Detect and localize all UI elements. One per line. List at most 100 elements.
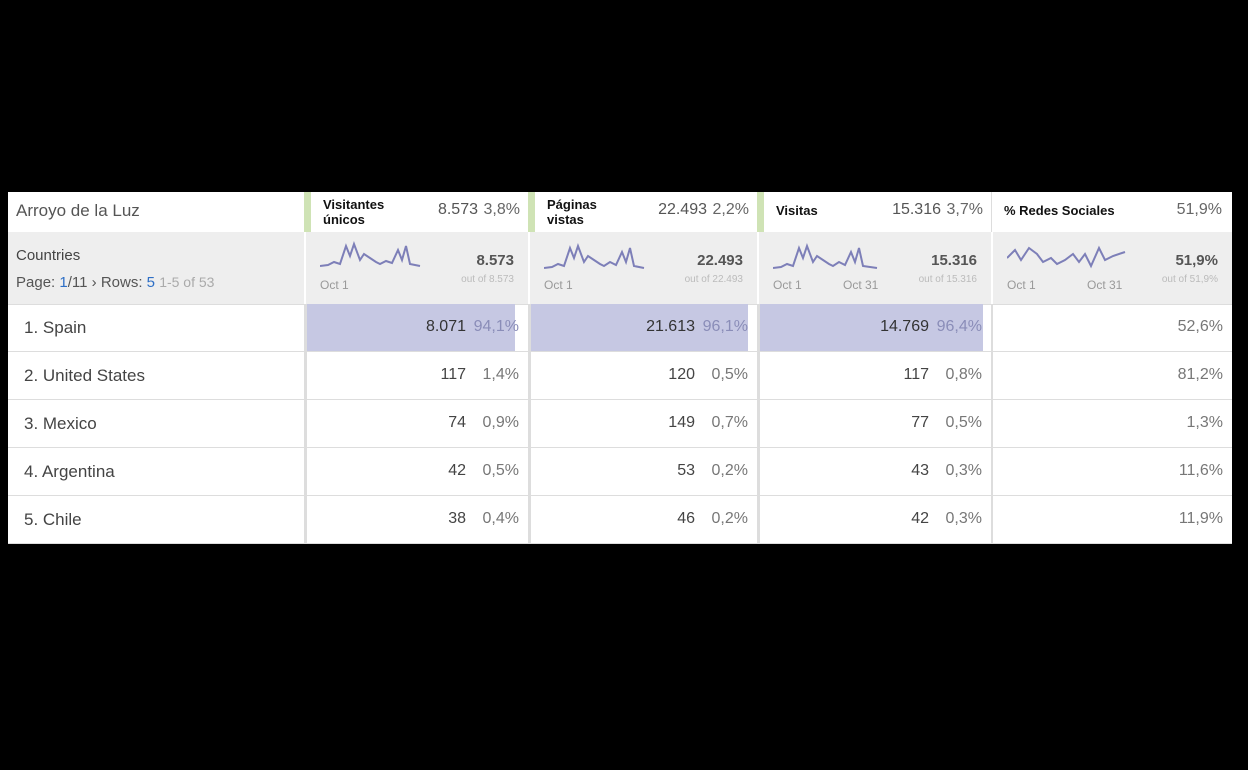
share-bar xyxy=(531,304,749,351)
cell-percent: 96,4% xyxy=(936,318,982,335)
cell-value: 42 xyxy=(911,510,929,527)
site-title-cell: Arroyo de la Luz xyxy=(8,192,304,232)
metric-cell: 43 0,3% xyxy=(757,448,991,495)
next-page-icon[interactable]: › xyxy=(91,274,97,291)
sparkline-start-label: Oct 1 xyxy=(1007,278,1036,292)
row-label[interactable]: 1. Spain xyxy=(24,318,87,337)
metrics-header: Arroyo de la Luz Visitantes únicos 8.573 … xyxy=(8,192,1232,233)
row-label[interactable]: 3. Mexico xyxy=(24,414,97,433)
metric-percent: 2,2% xyxy=(712,201,749,218)
summary-unique-visitors: Oct 1 8.573 out of 8.573 xyxy=(304,232,528,304)
summary-visits: Oct 1 Oct 31 15.316 out of 15.316 xyxy=(757,232,991,304)
metric-header-page-views[interactable]: Páginas vistas 22.493 2,2% xyxy=(528,192,757,232)
dimension-label: Countries xyxy=(16,247,81,264)
summary-out-of: out of 51,9% xyxy=(1161,274,1218,285)
table-row[interactable]: 2. United States 117 1,4% 120 0,5% 117 0… xyxy=(8,352,1232,400)
metric-cell: 77 0,5% xyxy=(757,400,991,447)
cell-percent: 0,2% xyxy=(711,510,748,527)
cell-value: 14.769 xyxy=(880,318,929,335)
rows-selector[interactable]: 5 xyxy=(146,274,156,291)
cell-percent: 94,1% xyxy=(473,318,519,335)
sparkline-start-label: Oct 1 xyxy=(773,278,802,292)
metric-cell: 14.769 96,4% xyxy=(757,304,991,351)
site-title: Arroyo de la Luz xyxy=(16,201,140,220)
summary-total: 15.316 xyxy=(931,252,977,269)
row-label[interactable]: 4. Argentina xyxy=(24,462,115,481)
table-row[interactable]: 1. Spain 8.071 94,1% 21.613 96,1% 14.769… xyxy=(8,304,1232,352)
sparkline-chart xyxy=(1007,245,1126,269)
metric-header-social[interactable]: % Redes Sociales 51,9% xyxy=(991,192,1232,232)
metric-header-visits[interactable]: Visitas 15.316 3,7% xyxy=(757,192,991,232)
social-cell: 11,9% xyxy=(991,496,1232,543)
cell-percent: 52,6% xyxy=(1177,318,1223,335)
metric-cell: 8.071 94,1% xyxy=(304,304,528,351)
social-cell: 81,2% xyxy=(991,352,1232,399)
cell-value: 74 xyxy=(448,414,466,431)
pagination: Page: 1/11 › Rows: 5 1-5 of 53 xyxy=(16,274,214,291)
metric-cell: 53 0,2% xyxy=(528,448,757,495)
cell-percent: 0,2% xyxy=(711,462,748,479)
metric-cell: 117 0,8% xyxy=(757,352,991,399)
metric-name: % Redes Sociales xyxy=(1004,203,1115,218)
metric-header-unique-visitors[interactable]: Visitantes únicos 8.573 3,8% xyxy=(304,192,528,232)
cell-value: 38 xyxy=(448,510,466,527)
cell-value: 21.613 xyxy=(646,318,695,335)
cell-percent: 0,7% xyxy=(711,414,748,431)
page-total: /11 xyxy=(67,274,88,291)
cell-percent: 0,5% xyxy=(482,462,519,479)
summary-out-of: out of 22.493 xyxy=(684,274,743,285)
cell-percent: 0,5% xyxy=(711,366,748,383)
summary-row: Countries Page: 1/11 › Rows: 5 1-5 of 53… xyxy=(8,232,1232,305)
summary-out-of: out of 15.316 xyxy=(918,274,977,285)
share-bar xyxy=(307,304,515,351)
cell-percent: 11,6% xyxy=(1178,462,1223,479)
page-current[interactable]: 1 xyxy=(59,274,68,291)
sparkline-start-label: Oct 1 xyxy=(320,278,349,292)
summary-page-views: Oct 1 22.493 out of 22.493 xyxy=(528,232,757,304)
cell-value: 77 xyxy=(911,414,929,431)
social-cell: 52,6% xyxy=(991,304,1232,351)
row-label[interactable]: 2. United States xyxy=(24,366,145,385)
cell-percent: 81,2% xyxy=(1177,366,1223,383)
metric-value: 22.493 xyxy=(658,201,707,218)
metric-value: 15.316 xyxy=(892,201,941,218)
metric-cell: 21.613 96,1% xyxy=(528,304,757,351)
metric-cell: 42 0,5% xyxy=(304,448,528,495)
sparkline-end-label: Oct 31 xyxy=(1087,278,1123,292)
metric-name: Páginas vistas xyxy=(547,197,597,227)
cell-percent: 1,3% xyxy=(1186,414,1223,431)
table-row[interactable]: 4. Argentina 42 0,5% 53 0,2% 43 0,3% 11,… xyxy=(8,448,1232,496)
cell-value: 8.071 xyxy=(425,318,466,335)
share-bar xyxy=(760,304,983,351)
metric-cell: 42 0,3% xyxy=(757,496,991,543)
table-row[interactable]: 3. Mexico 74 0,9% 149 0,7% 77 0,5% 1,3% xyxy=(8,400,1232,448)
table-row[interactable]: 5. Chile 38 0,4% 46 0,2% 42 0,3% 11,9% xyxy=(8,496,1232,544)
metric-value: 8.573 xyxy=(437,201,478,218)
cell-percent: 1,4% xyxy=(482,366,519,383)
cell-value: 120 xyxy=(668,366,695,383)
cell-percent: 0,8% xyxy=(945,366,982,383)
cell-value: 149 xyxy=(668,414,695,431)
dimension-cell: Countries Page: 1/11 › Rows: 5 1-5 of 53 xyxy=(8,232,304,304)
sparkline-start-label: Oct 1 xyxy=(544,278,573,292)
social-cell: 11,6% xyxy=(991,448,1232,495)
cell-percent: 11,9% xyxy=(1178,510,1223,527)
metric-cell: 117 1,4% xyxy=(304,352,528,399)
row-range: 1-5 of 53 xyxy=(159,274,215,290)
cell-value: 42 xyxy=(448,462,466,479)
cell-percent: 0,9% xyxy=(482,414,519,431)
cell-value: 117 xyxy=(440,366,466,383)
metric-cell: 74 0,9% xyxy=(304,400,528,447)
sparkline-chart xyxy=(320,241,421,267)
cell-percent: 0,3% xyxy=(945,462,982,479)
sparkline-chart xyxy=(544,243,645,269)
metric-cell: 149 0,7% xyxy=(528,400,757,447)
rows-label: Rows: xyxy=(100,274,143,291)
cell-value: 46 xyxy=(677,510,695,527)
row-label[interactable]: 5. Chile xyxy=(24,510,82,529)
metric-percent: 51,9% xyxy=(1176,201,1222,218)
cell-percent: 0,5% xyxy=(945,414,982,431)
cell-percent: 0,3% xyxy=(945,510,982,527)
summary-total: 22.493 xyxy=(697,252,743,269)
page-label: Page: xyxy=(16,274,56,291)
